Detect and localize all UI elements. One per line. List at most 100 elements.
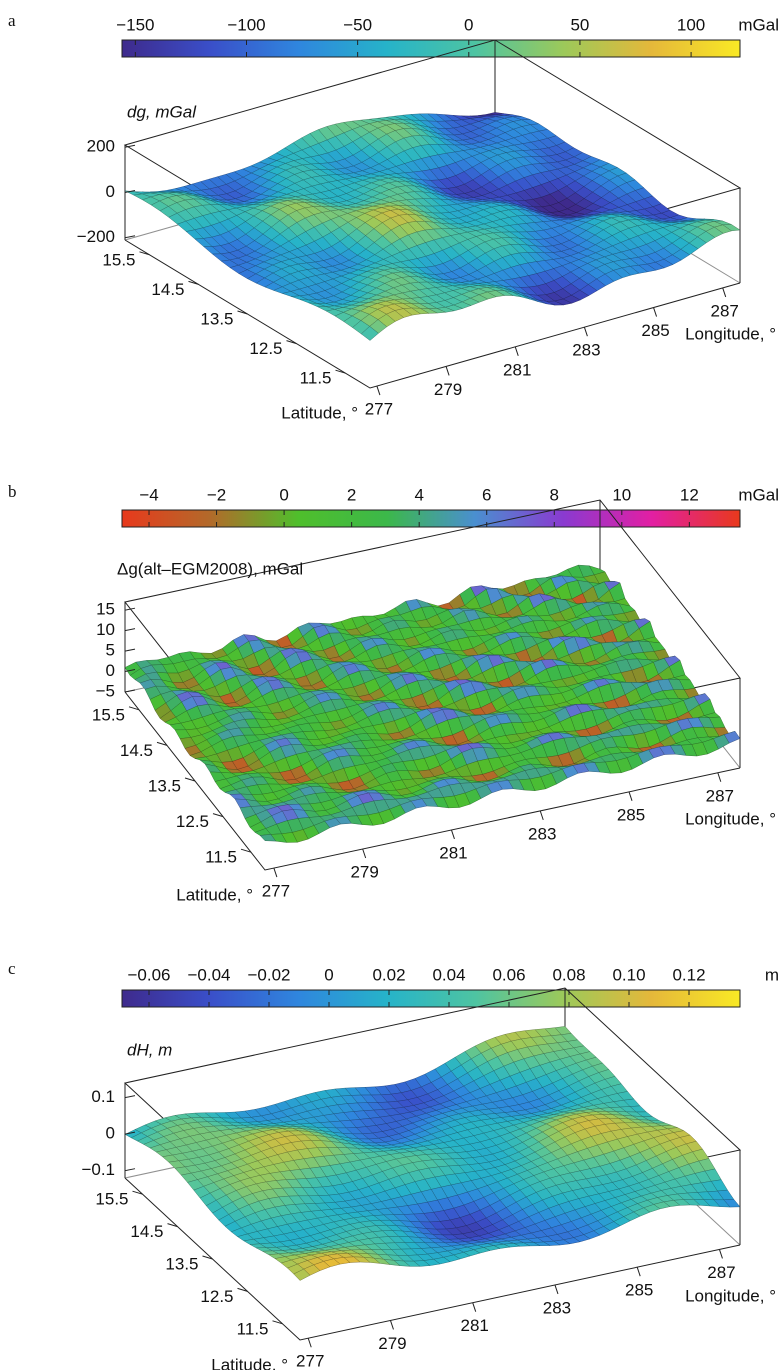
surface (125, 112, 740, 340)
z-tick (125, 629, 135, 631)
y-tick-label: 13.5 (200, 309, 233, 328)
colorbar-tick-label: 6 (482, 485, 491, 504)
x-tick (718, 773, 721, 782)
z-tick-label: 5 (106, 641, 115, 660)
z-tick-label: 0 (106, 182, 115, 201)
x-tick (274, 868, 277, 877)
z-tick-label: 0 (106, 661, 115, 680)
z-tick-label: 0 (106, 1124, 115, 1143)
x-tick-label: 277 (262, 882, 290, 901)
y-tick-label: 15.5 (95, 1190, 128, 1209)
colorbar-tick-label: 0 (324, 965, 333, 984)
colorbar-tick-label: −150 (116, 15, 154, 34)
colorbar-tick-label: 100 (677, 15, 705, 34)
colorbar-tick-label: 0.06 (492, 965, 525, 984)
z-tick-label: −200 (77, 227, 115, 246)
panel-letter: c (8, 959, 16, 978)
panel: b−4−2024681012mGal−5051015Δg(alt–EGM2008… (8, 482, 779, 905)
x-tick-label: 285 (617, 805, 645, 824)
y-tick-label: 12.5 (176, 812, 209, 831)
y-tick-label: 14.5 (120, 741, 153, 760)
colorbar-tick-label: −2 (207, 485, 226, 504)
y-tick-label: 14.5 (130, 1222, 163, 1241)
x-tick-label: 281 (439, 843, 467, 862)
x-tick (719, 1249, 722, 1258)
surface (125, 565, 740, 842)
colorbar (122, 510, 740, 527)
x-tick (555, 1285, 558, 1294)
colorbar-tick-label: 0.02 (372, 965, 405, 984)
x-tick (654, 308, 657, 317)
z-tick-label: 15 (96, 600, 115, 619)
colorbar-tick-label: 0 (279, 485, 288, 504)
y-tick-label: 13.5 (148, 776, 181, 795)
y-axis-label: Latitude, ° (281, 403, 358, 422)
z-tick (125, 690, 135, 692)
panel: a−150−100−50050100mGal−2000200dg, mGal11… (8, 11, 779, 423)
colorbar-tick-label: −4 (139, 485, 158, 504)
colorbar-tick-label: 2 (347, 485, 356, 504)
x-tick (515, 347, 518, 356)
colorbar-tick-label: 4 (414, 485, 423, 504)
panel-letter: b (8, 482, 17, 501)
x-tick-label: 287 (707, 1263, 735, 1282)
panel: c−0.06−0.04−0.0200.020.040.060.080.100.1… (8, 959, 779, 1370)
y-tick-label: 11.5 (237, 1319, 269, 1338)
x-axis-label: Longitude, ° (685, 809, 776, 828)
z-tick-label: −0.1 (81, 1160, 115, 1179)
colorbar-tick-label: 0.04 (432, 965, 465, 984)
z-tick (125, 649, 135, 651)
x-tick (723, 288, 726, 297)
x-tick (584, 327, 587, 336)
colorbar-tick-label: −0.06 (127, 965, 170, 984)
z-axis-label: Δg(alt–EGM2008), mGal (117, 559, 303, 578)
colorbar-tick-label: 12 (680, 485, 699, 504)
colorbar-tick-label: 0.12 (672, 965, 705, 984)
colorbar-tick-label: 0 (464, 15, 473, 34)
colorbar (122, 40, 740, 57)
colorbar-tick-label: −50 (343, 15, 372, 34)
z-axis-label: dH, m (127, 1040, 172, 1059)
colorbar-tick-label: 0.08 (552, 965, 585, 984)
y-axis-label: Latitude, ° (176, 885, 253, 904)
colorbar-unit: mGal (738, 485, 779, 504)
x-axis-label: Longitude, ° (685, 324, 776, 343)
x-tick-label: 277 (296, 1352, 324, 1370)
z-axis-label: dg, mGal (127, 102, 197, 121)
x-tick-label: 285 (625, 1281, 653, 1300)
x-tick (473, 1303, 476, 1312)
x-tick-label: 281 (503, 360, 531, 379)
y-tick-label: 11.5 (205, 848, 237, 867)
colorbar-tick-label: 8 (550, 485, 559, 504)
x-tick-label: 287 (711, 301, 739, 320)
x-tick (446, 366, 449, 375)
x-tick-label: 279 (378, 1334, 406, 1353)
y-tick-label: 14.5 (151, 280, 184, 299)
x-axis-label: Longitude, ° (685, 1286, 776, 1305)
z-tick (125, 1096, 135, 1098)
x-tick (629, 792, 632, 801)
colorbar-tick-label: −0.02 (247, 965, 290, 984)
panel-letter: a (8, 11, 16, 30)
colorbar-tick-label: 10 (612, 485, 631, 504)
z-tick-label: 0.1 (91, 1087, 115, 1106)
y-tick-label: 15.5 (102, 250, 135, 269)
y-tick-label: 12.5 (200, 1287, 233, 1306)
y-tick-label: 12.5 (249, 339, 282, 358)
y-axis-label: Latitude, ° (211, 1355, 288, 1370)
x-tick (377, 386, 380, 395)
x-tick-label: 283 (528, 824, 556, 843)
colorbar-tick-label: 0.10 (612, 965, 645, 984)
x-tick (637, 1267, 640, 1276)
x-tick-label: 279 (350, 863, 378, 882)
colorbar-tick-label: 50 (570, 15, 589, 34)
y-tick-label: 15.5 (92, 705, 125, 724)
x-tick-label: 281 (461, 1316, 489, 1335)
y-tick-label: 13.5 (165, 1254, 198, 1273)
z-tick-label: −5 (96, 681, 115, 700)
colorbar-unit: mGal (738, 15, 779, 34)
colorbar-tick-label: −0.04 (187, 965, 230, 984)
x-tick-label: 283 (572, 341, 600, 360)
colorbar (122, 990, 740, 1007)
